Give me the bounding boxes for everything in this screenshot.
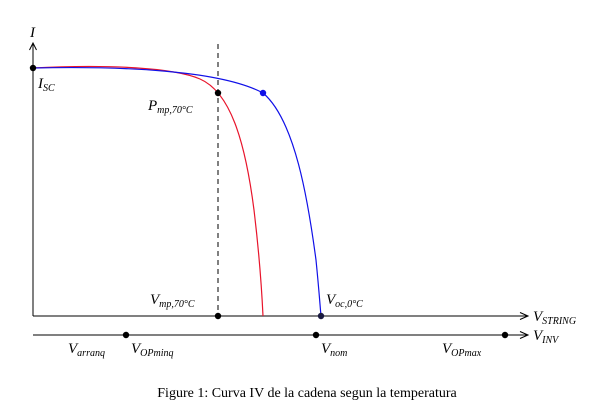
- voc-label: Voc,0°C: [326, 292, 363, 310]
- vinv-axis-arrow: [519, 331, 530, 339]
- vinv-label: VINV: [533, 328, 560, 346]
- isc-point: [29, 64, 37, 72]
- y-axis-arrow: [29, 41, 37, 51]
- vstring-axis-arrow: [519, 312, 530, 320]
- vmp-label: Vmp,70°C: [150, 292, 195, 310]
- isc-label: ISC: [37, 76, 55, 94]
- iv-curve-70c: [32, 65, 264, 317]
- voc-point: [317, 312, 325, 320]
- figure-caption: Figure 1: Curva IV de la cadena segun la…: [157, 386, 457, 401]
- varranq-label: Varranq: [68, 341, 105, 359]
- vmp-point: [214, 312, 222, 320]
- iv-curve-0c: [32, 66, 322, 317]
- vnom-label: Vnom: [321, 341, 347, 359]
- vnom-point: [312, 331, 320, 339]
- vopmin-label: VOPminq: [131, 341, 174, 359]
- vstring-label: VSTRING: [533, 309, 576, 327]
- y-axis-label: I: [29, 25, 36, 41]
- vopmax-point: [501, 331, 509, 339]
- pmp-point: [214, 89, 222, 97]
- vopmin-point: [122, 331, 130, 339]
- vopmax-label: VOPmax: [442, 341, 482, 359]
- pmp-label: Pmp,70°C: [147, 98, 193, 116]
- mpp-0c-point: [259, 89, 267, 97]
